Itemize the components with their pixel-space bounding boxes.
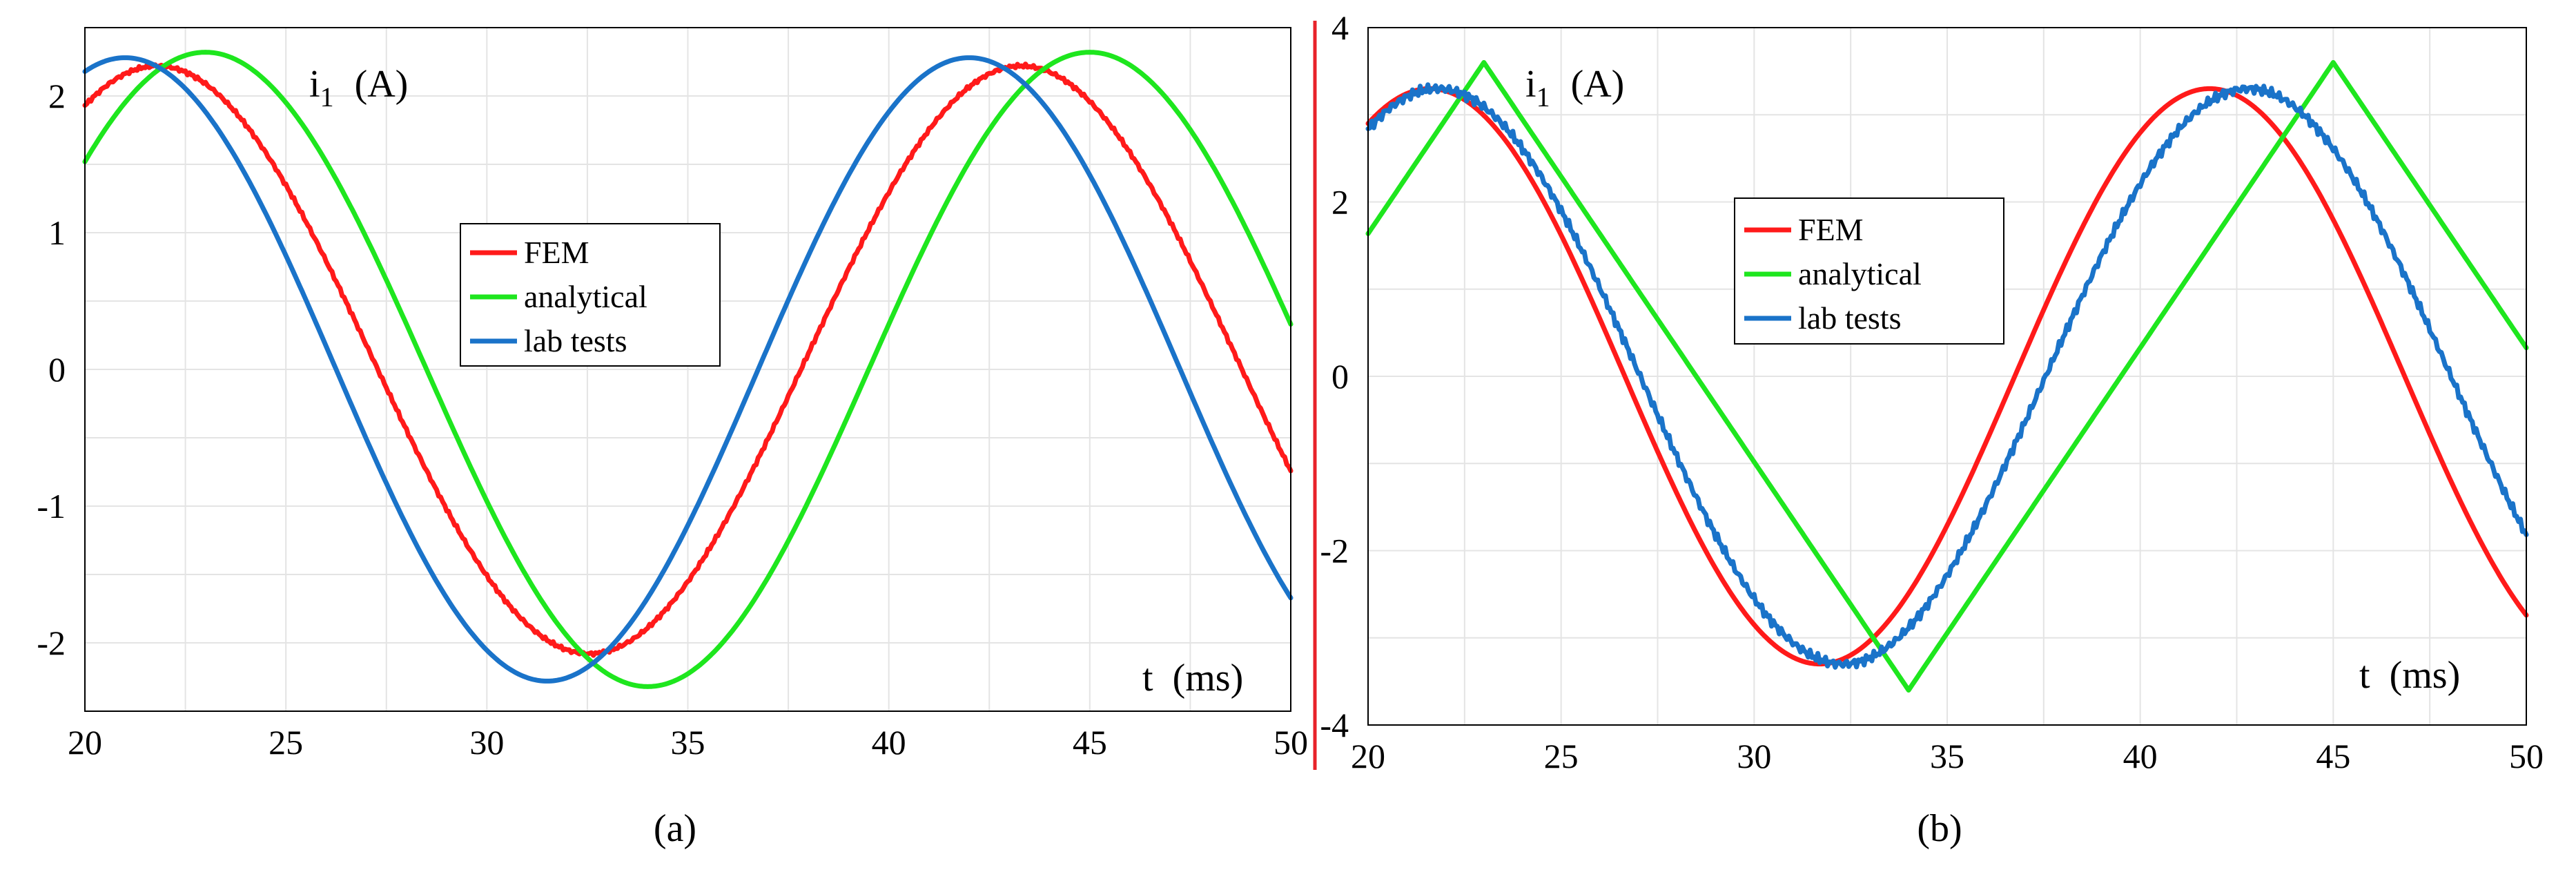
y-unit-b: (A) (1571, 63, 1625, 106)
grid-b (1367, 27, 2527, 726)
y-subscript-b: 1 (1536, 81, 1550, 113)
legend-a: FEM analytical lab tests (460, 223, 721, 367)
grid-a (84, 27, 1291, 712)
y-tick-label: 0 (48, 350, 66, 389)
x-axis-label-b: t (ms) (2359, 654, 2460, 697)
x-tick-label: 45 (1073, 723, 1107, 762)
series-line-FEM (1365, 86, 2529, 667)
y-tick-label: 2 (1331, 183, 1349, 222)
x-tick-label: 25 (1544, 737, 1579, 775)
legend-label: lab tests (1798, 300, 1901, 336)
y-tick-label: -4 (1320, 706, 1349, 744)
legend-label: FEM (524, 235, 589, 270)
x-tick-label: 45 (2316, 737, 2350, 775)
y-tick-label: -1 (37, 487, 66, 525)
legend-b: FEM analytical lab tests (1734, 197, 2004, 345)
x-tick-label: 40 (872, 723, 906, 762)
y-tick-labels-a: -2 -1 0 1 2 (37, 77, 66, 662)
series-line-FEM (82, 61, 1294, 658)
caption-b: (b) (1917, 807, 1962, 850)
series-line-lab-tests (82, 55, 1294, 684)
x-tick-label: 35 (1930, 737, 1964, 775)
x-tick-label: 40 (2123, 737, 2158, 775)
legend-label: FEM (1798, 212, 1864, 247)
x-tick-label: 30 (1737, 737, 1771, 775)
y-axis-label-a: i1 (A) (309, 63, 408, 113)
series-line-analytical (82, 50, 1294, 689)
y-unit-a: (A) (355, 63, 409, 106)
y-tick-label: 1 (48, 213, 66, 252)
plot-frame-b (1367, 27, 2527, 726)
y-symbol-a: i (309, 63, 320, 106)
series-line-lab-tests (1365, 82, 2529, 670)
y-subscript-a: 1 (320, 81, 334, 113)
x-tick-labels-a: 20 25 30 35 40 45 50 (68, 723, 1308, 762)
x-tick-labels-b: 20 25 30 35 40 45 50 (1351, 737, 2544, 775)
series-group-a (82, 50, 1294, 689)
legend-label: lab tests (524, 323, 627, 358)
x-unit-a: (ms) (1173, 657, 1244, 699)
x-axis-label-a: t (ms) (1142, 657, 1243, 699)
x-tick-label: 30 (469, 723, 504, 762)
chart-panel-b: 20 25 30 35 40 45 50 -4 -2 0 2 4 i1 (A) t (ms) FEM an… (1320, 8, 2544, 850)
x-tick-label: 50 (2509, 737, 2544, 775)
x-tick-label: 20 (1351, 737, 1385, 775)
legend-label: analytical (524, 279, 647, 314)
x-tick-label: 25 (269, 723, 303, 762)
x-unit-b: (ms) (2390, 654, 2461, 697)
series-group-b (1365, 60, 2529, 693)
x-tick-label: 35 (671, 723, 705, 762)
y-tick-labels-b: -4 -2 0 2 4 (1320, 8, 1349, 744)
caption-a: (a) (654, 807, 696, 850)
legend-label: analytical (1798, 256, 1922, 291)
y-tick-label: -2 (1320, 532, 1349, 570)
y-symbol-b: i (1525, 63, 1536, 106)
x-symbol-b: t (2359, 654, 2370, 697)
series-line-analytical (1365, 60, 2529, 693)
y-tick-label: 4 (1331, 8, 1349, 47)
y-tick-label: 0 (1331, 357, 1349, 396)
x-tick-label: 20 (68, 723, 102, 762)
x-tick-label: 50 (1274, 723, 1308, 762)
plot-frame-a (84, 27, 1291, 712)
y-tick-label: 2 (48, 77, 66, 115)
y-tick-label: -2 (37, 624, 66, 662)
y-axis-label-b: i1 (A) (1525, 63, 1624, 113)
x-symbol-a: t (1142, 657, 1153, 699)
